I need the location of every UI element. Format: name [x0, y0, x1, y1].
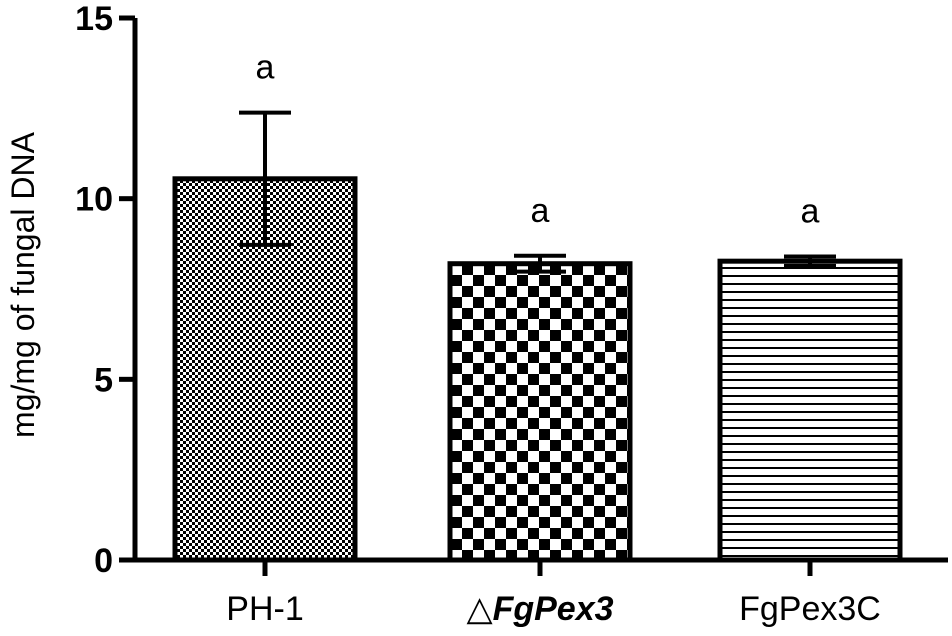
significance-label: a	[531, 192, 550, 230]
bar-3	[717, 258, 903, 563]
error-bar-2	[514, 253, 566, 274]
y-tick-label: 10	[75, 181, 113, 219]
error-bar-1	[239, 110, 291, 247]
error-bars-layer	[239, 110, 836, 274]
significance-label: a	[256, 49, 275, 87]
category-name: FgPex3	[493, 590, 614, 628]
category-name: PH-1	[226, 590, 303, 628]
y-tick-label: 0	[94, 542, 113, 580]
y-axis-ticks: 0 5 10 15	[75, 0, 135, 580]
bars-layer	[172, 176, 903, 563]
error-bar-3	[784, 254, 836, 268]
significance-labels: a a a	[256, 49, 820, 231]
category-name: FgPex3C	[739, 590, 881, 628]
delta-prefix: △	[466, 590, 493, 628]
bar-2	[447, 261, 633, 563]
y-tick-label: 5	[94, 361, 113, 399]
y-tick-label: 15	[75, 0, 113, 38]
significance-label: a	[801, 192, 820, 230]
x-tick-label: PH-1	[226, 590, 303, 628]
y-axis-label: mg/mg of fungal DNA	[5, 131, 41, 438]
x-axis-ticks: PH-1 △FgPex3 FgPex3C	[226, 560, 881, 628]
x-tick-label: △FgPex3	[466, 590, 613, 628]
x-tick-label: FgPex3C	[739, 590, 881, 628]
